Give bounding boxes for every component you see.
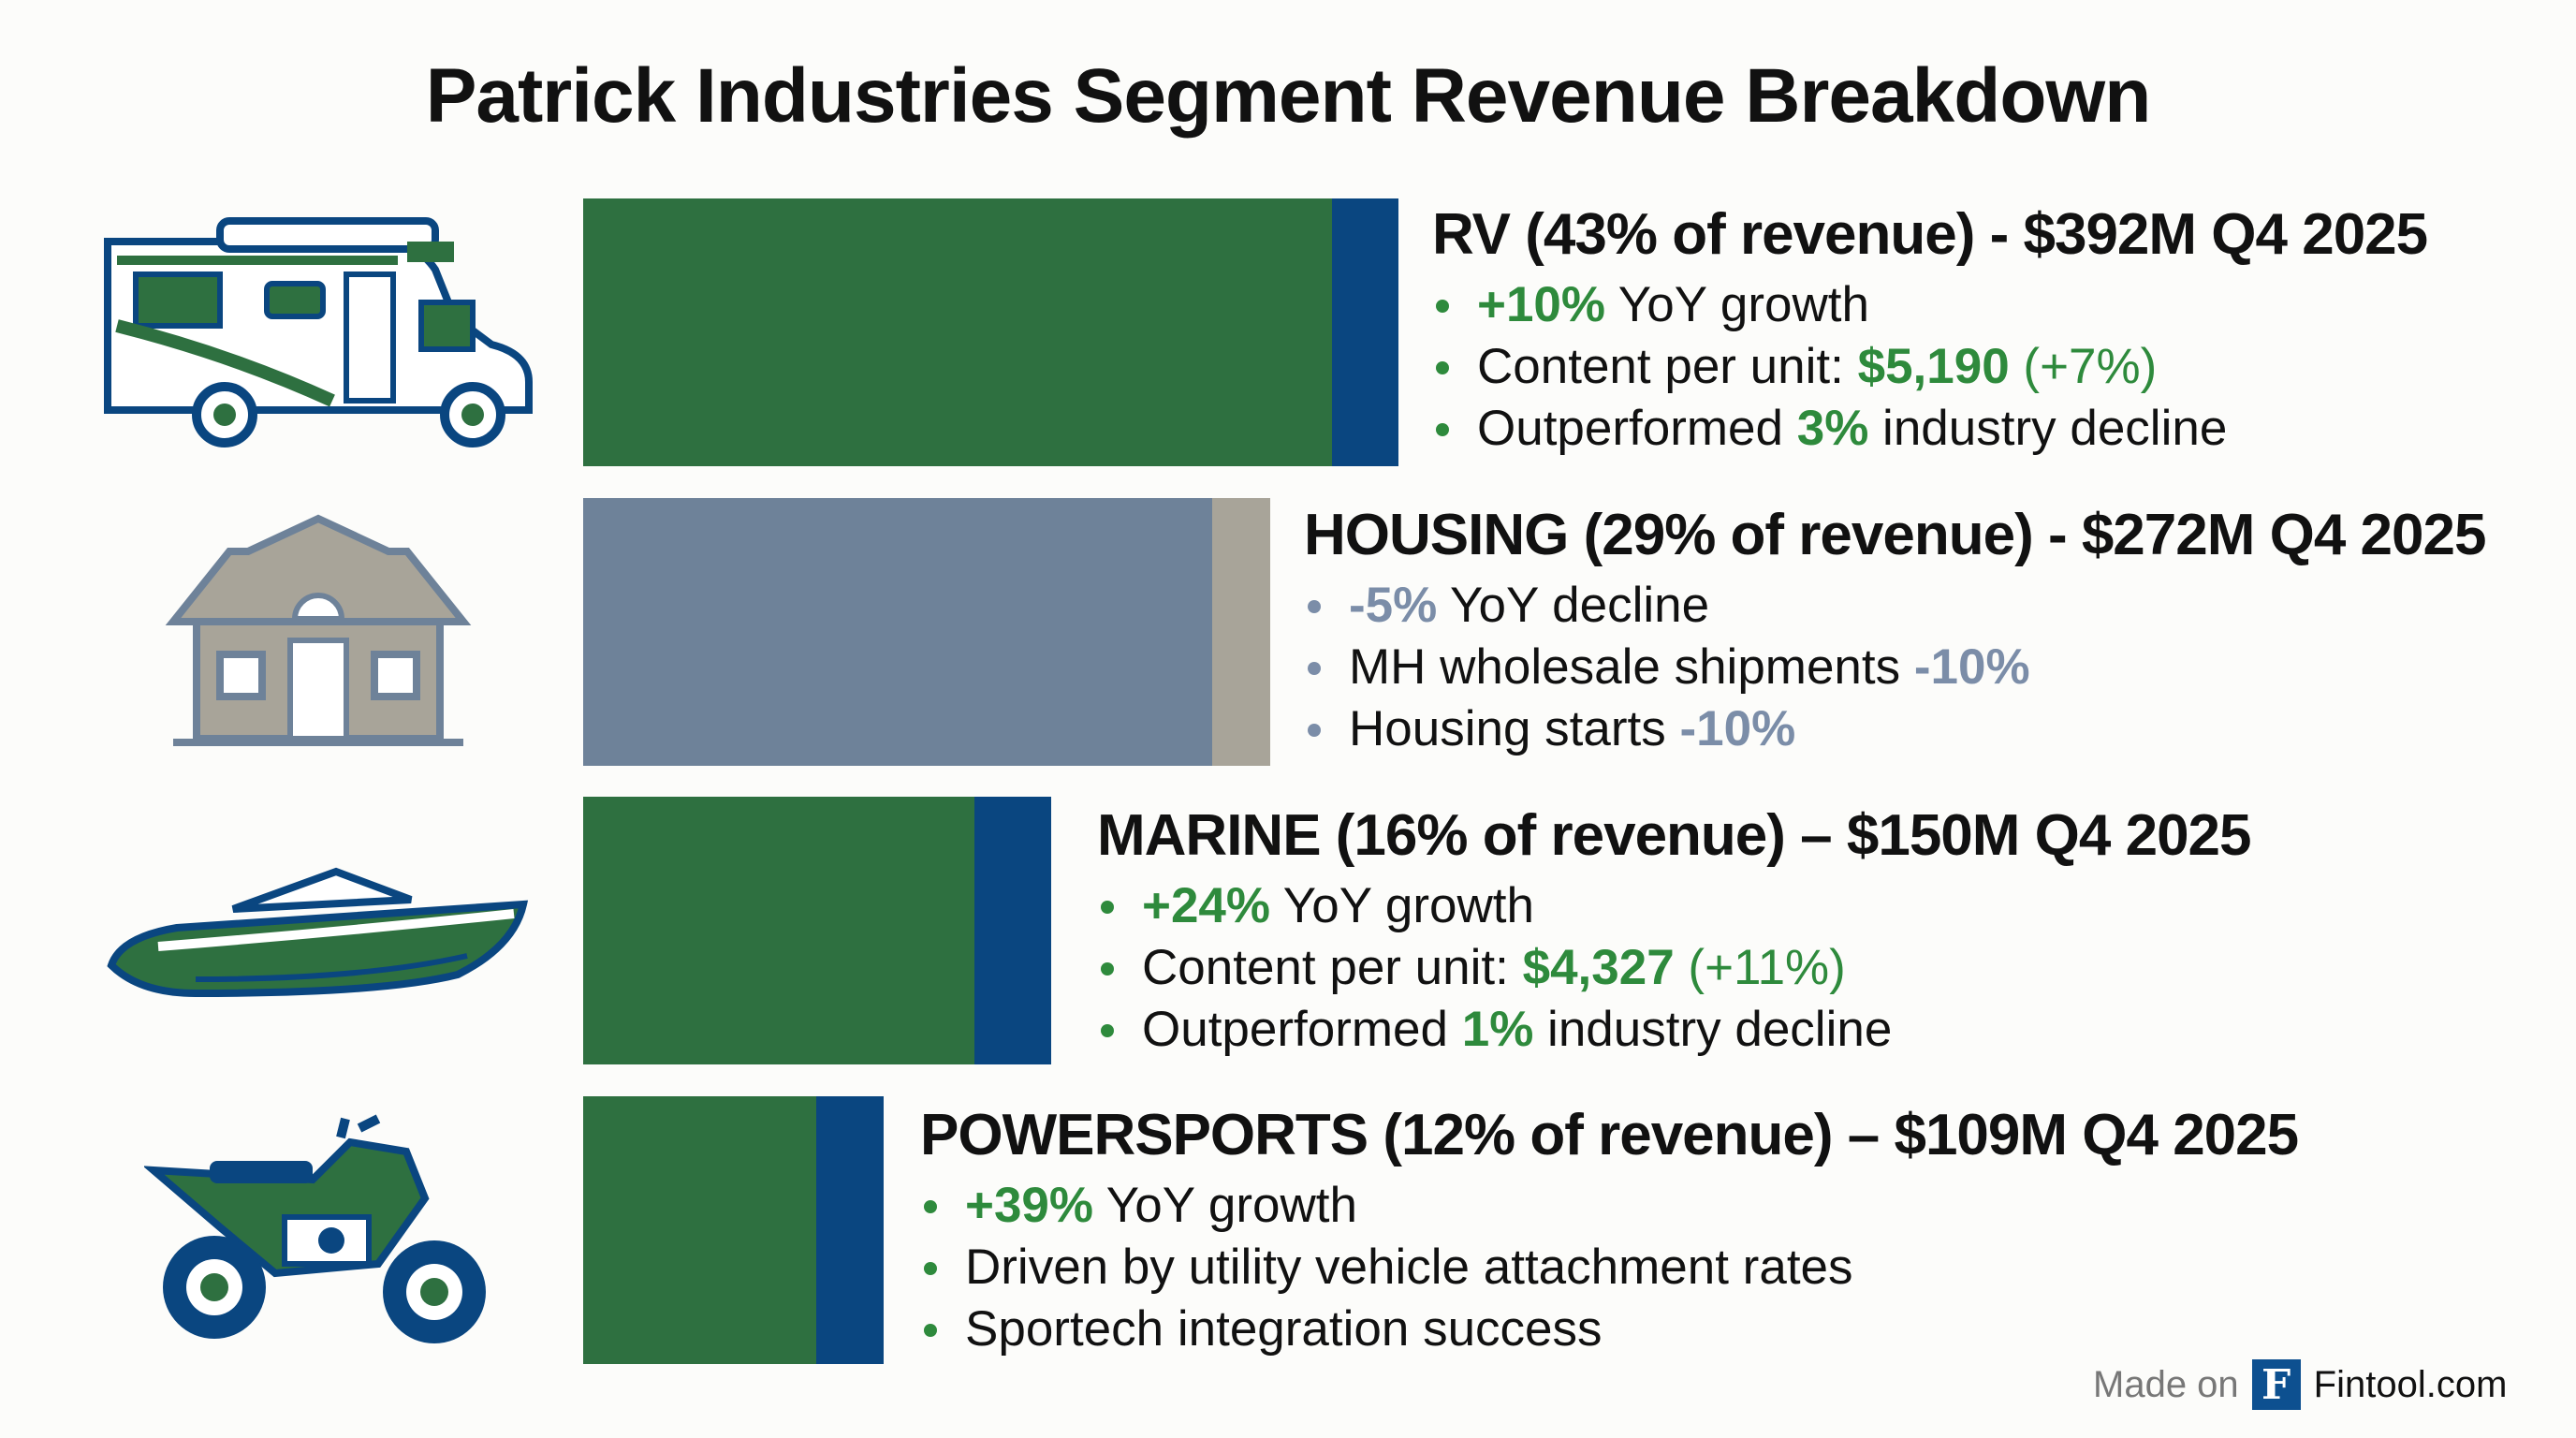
highlight: -10%: [1679, 701, 1796, 756]
bullet-text: Content per unit:: [1142, 940, 1523, 995]
segment-powersports: POWERSPORTS (12% of revenue) – $109M Q4 …: [920, 1100, 2299, 1360]
segment-heading: RV (43% of revenue) - $392M Q4 2025: [1432, 202, 2428, 267]
highlight: -10%: [1913, 639, 2030, 695]
highlight: +10%: [1477, 277, 1606, 332]
highlight: $5,190: [1857, 339, 2010, 394]
house-icon: [165, 514, 472, 746]
bullet-text: YoY growth: [1270, 878, 1534, 933]
segment-heading: HOUSING (29% of revenue) - $272M Q4 2025: [1304, 503, 2486, 567]
bullet-text: Sportech integration success: [965, 1301, 1603, 1357]
bar-marine-accent: [974, 797, 1051, 1064]
bullet: Sportech integration success: [920, 1299, 2298, 1360]
segment-heading: POWERSPORTS (12% of revenue) – $109M Q4 …: [920, 1103, 2299, 1167]
bullet: Content per unit: $4,327 (+11%): [1097, 937, 2251, 999]
fintool-logo: F: [2251, 1359, 2301, 1410]
highlight: 1%: [1461, 1002, 1534, 1057]
bullet: -5% YoY decline: [1304, 575, 2485, 637]
bullet-text: Outperformed: [1142, 1002, 1462, 1057]
rv-icon: [104, 217, 533, 448]
highlight: 3%: [1796, 401, 1869, 456]
bullet-text: industry decline: [1533, 1002, 1893, 1057]
bullet-text: industry decline: [1868, 401, 2228, 456]
bullet: +39% YoY growth: [920, 1175, 2298, 1237]
bullet: MH wholesale shipments -10%: [1304, 637, 2485, 698]
bullet: Driven by utility vehicle attachment rat…: [920, 1237, 2298, 1299]
bullet: +10% YoY growth: [1432, 274, 2427, 336]
highlight: -5%: [1349, 578, 1438, 633]
made-on-label: Made on: [2093, 1363, 2239, 1405]
page-title: Patrick Industries Segment Revenue Break…: [425, 53, 2152, 139]
bar-housing-accent: [1212, 498, 1270, 766]
bullet-text: Housing starts: [1349, 701, 1680, 756]
bar-housing: [583, 498, 1270, 766]
bullet: Housing starts -10%: [1304, 698, 2485, 760]
boat-icon: [107, 867, 529, 998]
bullet-text: Outperformed: [1477, 401, 1797, 456]
footer-attribution[interactable]: Made on F Fintool.com: [2093, 1359, 2507, 1410]
bar-rv-accent: [1332, 198, 1398, 466]
bullet-text: MH wholesale shipments: [1349, 639, 1914, 695]
bullet-text: Content per unit:: [1477, 339, 1858, 394]
bar-powersports-accent: [816, 1096, 884, 1364]
bar-powersports: [583, 1096, 884, 1364]
highlight: +24%: [1142, 878, 1271, 933]
highlight: $4,327: [1522, 940, 1675, 995]
bar-rv: [583, 198, 1398, 466]
bullet-text: (+7%): [2009, 339, 2158, 394]
highlight: +39%: [965, 1178, 1094, 1233]
bullet-text: (+11%): [1674, 940, 1846, 995]
segment-heading: MARINE (16% of revenue) – $150M Q4 2025: [1097, 803, 2252, 868]
bullet: Content per unit: $5,190 (+7%): [1432, 336, 2427, 398]
bullet: +24% YoY growth: [1097, 875, 2251, 937]
bullet-text: YoY growth: [1093, 1178, 1357, 1233]
bullet: Outperformed 1% industry decline: [1097, 999, 2251, 1061]
atv-icon: [144, 1114, 486, 1343]
bar-marine: [583, 797, 1051, 1064]
segment-marine: MARINE (16% of revenue) – $150M Q4 2025 …: [1097, 800, 2252, 1061]
segment-rv: RV (43% of revenue) - $392M Q4 2025 +10%…: [1432, 199, 2428, 460]
bullet: Outperformed 3% industry decline: [1432, 398, 2427, 460]
bullet-text: YoY growth: [1605, 277, 1869, 332]
segment-housing: HOUSING (29% of revenue) - $272M Q4 2025…: [1304, 500, 2486, 760]
bullet-text: YoY decline: [1437, 578, 1710, 633]
bullet-text: Driven by utility vehicle attachment rat…: [965, 1240, 1853, 1295]
brand-link[interactable]: Fintool.com: [2313, 1363, 2508, 1405]
